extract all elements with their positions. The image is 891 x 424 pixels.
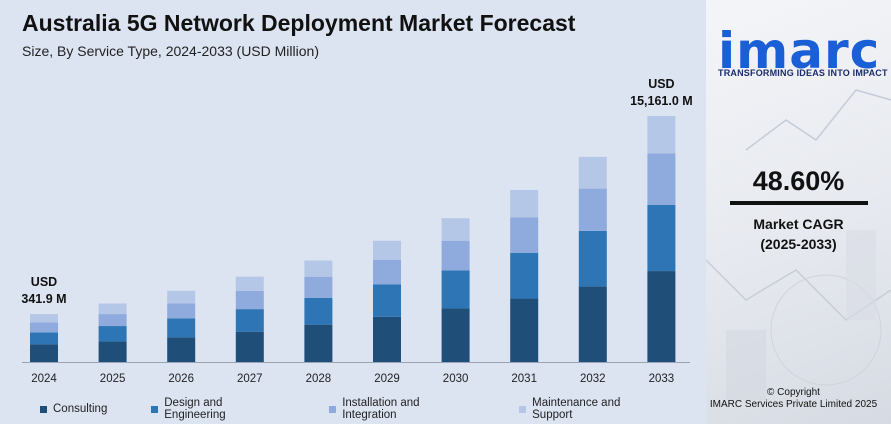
cagr-value: 48.60% <box>752 166 845 196</box>
bar-segment-2026-1 <box>167 318 196 338</box>
legend-swatch <box>519 405 527 413</box>
bar-segment-2024-1 <box>30 332 58 345</box>
legend-swatch <box>151 405 159 413</box>
bar-segment-2028-3 <box>304 260 333 277</box>
bar-segment-2029-2 <box>373 259 401 285</box>
brand-panel: imarc TRANSFORMING IDEAS INTO IMPACT 48.… <box>706 0 891 424</box>
x-tick-label: 2032 <box>580 373 606 385</box>
bar-segment-2032-0 <box>578 286 607 362</box>
x-tick-label: 2030 <box>443 373 469 385</box>
bar-segment-2033-0 <box>647 271 676 362</box>
legend-label: Design and Engineering <box>164 397 226 421</box>
bar-segment-2026-3 <box>167 290 196 304</box>
stacked-bar-chart: 2024 USD 341.9 M 2025 2026 2027 2028 2029 2030 20… <box>21 77 693 385</box>
bar-segment-2027-3 <box>235 276 264 291</box>
chart-subtitle: Size, By Service Type, 2024-2033 (USD Mi… <box>22 43 319 59</box>
chart-title: Australia 5G Network Deployment Market F… <box>22 10 576 36</box>
bar-segment-2029-0 <box>373 316 401 362</box>
bar-segment-2026-2 <box>167 303 196 319</box>
bar-segment-2027-1 <box>235 309 264 332</box>
bar-segment-2025-1 <box>98 326 127 342</box>
bar-segment-2033-1 <box>647 204 676 272</box>
bar-segment-2028-1 <box>304 297 333 325</box>
legend-item: Maintenance and Support <box>519 397 662 421</box>
bar-segment-2030-0 <box>441 308 470 362</box>
legend-item: Design and Engineering <box>151 397 285 421</box>
bar-segment-2027-0 <box>235 331 264 362</box>
x-tick-label: 2033 <box>649 373 675 385</box>
bar-segment-2028-2 <box>304 276 333 298</box>
bar-segment-2030-3 <box>441 218 470 241</box>
bar-segment-2032-3 <box>578 156 607 189</box>
bar-segment-2031-3 <box>510 190 539 218</box>
total-annotation-2033: 15,161.0 M <box>630 94 693 108</box>
bar-segment-2024-3 <box>30 314 58 323</box>
cagr-label-line1: Market CAGR <box>753 216 844 232</box>
legend-label: Maintenance and Support <box>532 397 621 421</box>
x-tick-label: 2028 <box>306 373 332 385</box>
copyright: © Copyright IMARC Services Private Limit… <box>706 387 881 411</box>
bar-segment-2025-3 <box>98 303 127 315</box>
x-tick-label: 2029 <box>374 373 400 385</box>
bar-segment-2033-3 <box>647 116 676 154</box>
bar-segment-2028-0 <box>304 324 333 362</box>
bar-segment-2032-1 <box>578 230 607 287</box>
copyright-line2: IMARC Services Private Limited 2025 <box>709 399 878 410</box>
legend-swatch <box>40 405 47 413</box>
bar-segment-2024-0 <box>30 344 58 362</box>
bar-segment-2024-2 <box>30 322 58 333</box>
bar-segment-2025-2 <box>98 314 127 327</box>
bar-segment-2031-2 <box>510 217 539 253</box>
bar-segment-2031-0 <box>510 298 539 362</box>
background-graph-decoration <box>706 89 891 400</box>
bar-segment-2032-2 <box>578 188 607 231</box>
bar-segment-2029-3 <box>373 240 401 260</box>
x-tick-label: 2026 <box>168 373 194 385</box>
bar-segment-2029-1 <box>373 284 401 317</box>
legend-item: Installation and Integration <box>329 397 475 421</box>
legend-swatch <box>329 405 337 413</box>
bar-segment-2033-2 <box>647 153 676 205</box>
legend-label: Installation and Integration <box>342 397 420 421</box>
brand-tagline: TRANSFORMING IDEAS INTO IMPACT <box>718 68 888 78</box>
cagr-label: Market CAGR (2025-2033) <box>706 214 891 254</box>
chart-legend: Consulting Design and Engineering Installa… <box>40 397 706 421</box>
x-tick-label: 2024 <box>31 373 57 385</box>
bar-segment-2026-0 <box>167 337 196 362</box>
bar-segment-2025-0 <box>98 341 127 362</box>
x-tick-label: 2027 <box>237 373 263 385</box>
x-tick-label: 2031 <box>511 373 537 385</box>
copyright-line1: © Copyright <box>767 387 820 398</box>
total-annotation-2033: USD <box>648 77 674 91</box>
cagr-label-line2: (2025-2033) <box>760 236 837 252</box>
chart-panel: Australia 5G Network Deployment Market F… <box>21 10 706 421</box>
bar-segment-2027-2 <box>235 290 264 310</box>
total-annotation-2024: 341.9 M <box>21 292 66 306</box>
legend-label: Consulting <box>53 403 108 415</box>
cagr-divider <box>730 201 868 205</box>
legend-item: Consulting <box>40 397 107 421</box>
total-annotation-2024: USD <box>31 275 57 289</box>
bar-segment-2031-1 <box>510 252 539 299</box>
bar-segment-2030-2 <box>441 240 470 271</box>
bar-segment-2030-1 <box>441 270 470 309</box>
imarc-logo: imarc <box>718 22 881 80</box>
x-tick-label: 2025 <box>100 373 126 385</box>
